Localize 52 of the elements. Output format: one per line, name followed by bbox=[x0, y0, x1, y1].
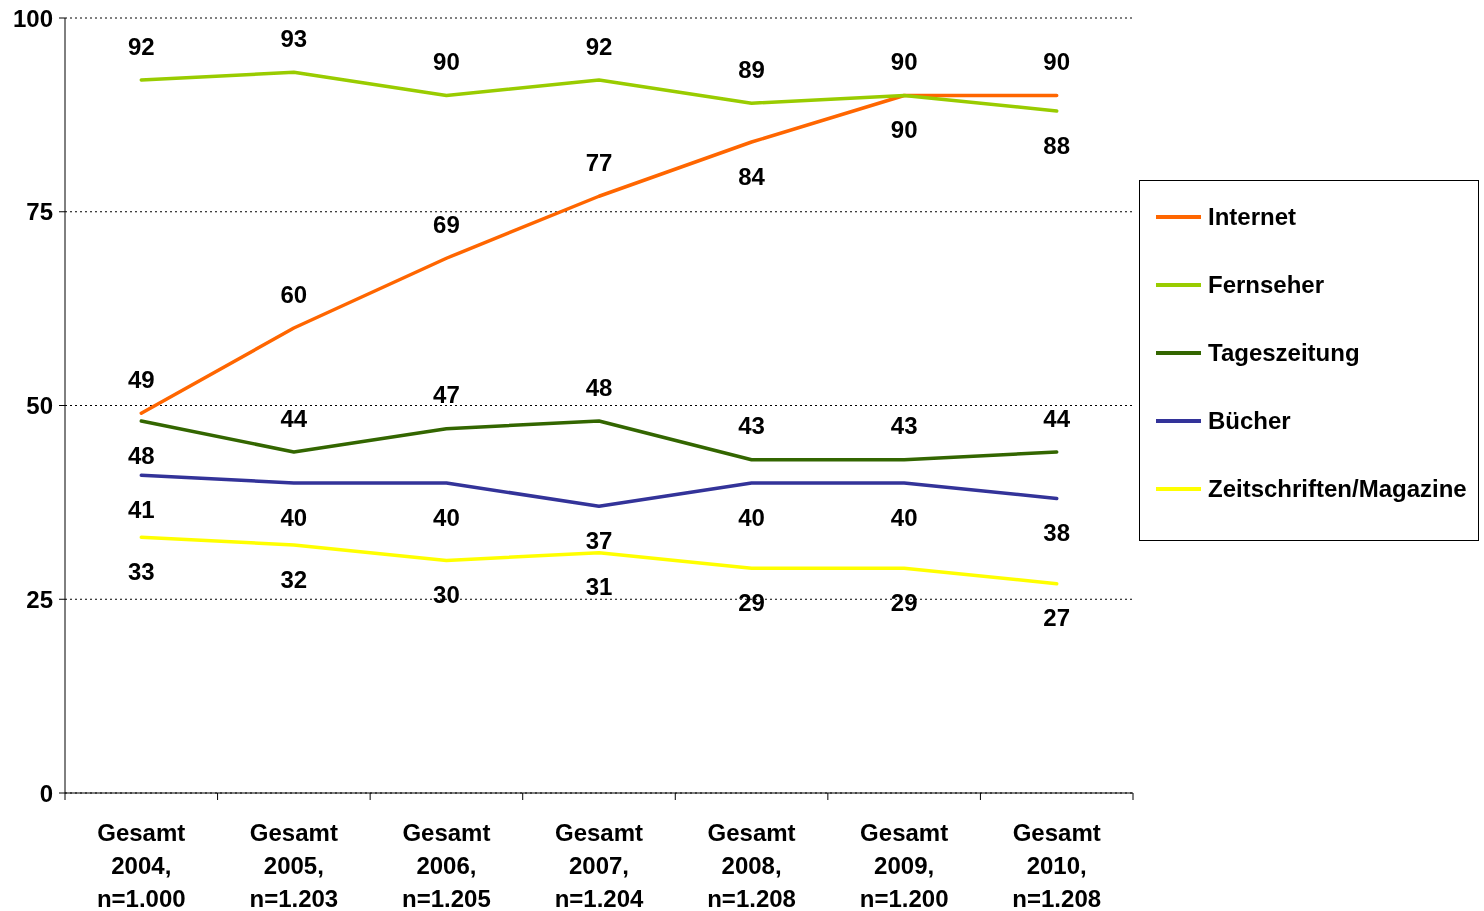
data-label: 90 bbox=[890, 48, 918, 75]
data-label: 90 bbox=[890, 116, 918, 143]
legend-label: Fernseher bbox=[1208, 271, 1325, 299]
data-label: 44 bbox=[280, 404, 308, 432]
data-label: 90 bbox=[1043, 48, 1071, 75]
y-tick-label: 75 bbox=[26, 198, 53, 226]
legend-label: Bücher bbox=[1208, 407, 1291, 435]
data-label: 44 bbox=[1043, 404, 1071, 432]
x-tick-label: Gesamt 2008, n=1.208 bbox=[707, 819, 796, 911]
data-label: 40 bbox=[280, 503, 308, 531]
data-label: 77 bbox=[585, 148, 613, 176]
data-label: 30 bbox=[433, 581, 460, 608]
data-label: 41 bbox=[127, 495, 155, 523]
y-tick-label: 25 bbox=[26, 585, 53, 613]
data-label: 48 bbox=[127, 441, 155, 469]
data-label: 49 bbox=[127, 365, 155, 393]
data-label: 33 bbox=[127, 557, 155, 585]
y-tick-label: 100 bbox=[12, 4, 53, 32]
x-tick-label: Gesamt 2007, n=1.204 bbox=[554, 819, 645, 911]
x-tick-label: Gesamt 2010, n=1.208 bbox=[1012, 819, 1102, 911]
x-tick-label: Gesamt 2004, n=1.000 bbox=[96, 819, 186, 911]
data-label: 43 bbox=[890, 412, 918, 440]
data-label: 43 bbox=[738, 412, 765, 440]
data-label: 29 bbox=[738, 588, 765, 616]
data-label: 90 bbox=[433, 48, 460, 75]
data-label: 84 bbox=[738, 162, 766, 190]
x-tick-label: Gesamt 2009, n=1.200 bbox=[859, 819, 949, 911]
data-label: 89 bbox=[738, 55, 765, 83]
data-label: 31 bbox=[585, 573, 613, 601]
data-label: 92 bbox=[585, 32, 613, 60]
data-label: 29 bbox=[890, 588, 918, 616]
data-label: 93 bbox=[280, 24, 308, 52]
legend-label: Tageszeitung bbox=[1208, 339, 1360, 367]
data-label: 38 bbox=[1043, 519, 1071, 546]
data-label: 40 bbox=[890, 503, 918, 531]
data-label: 92 bbox=[127, 32, 155, 60]
data-label: 37 bbox=[585, 526, 613, 554]
data-label: 40 bbox=[433, 503, 460, 531]
y-tick-label: 0 bbox=[39, 779, 53, 807]
legend-label: Internet bbox=[1208, 203, 1297, 231]
data-label: 48 bbox=[585, 373, 613, 401]
data-label: 32 bbox=[280, 565, 308, 593]
x-tick-label: Gesamt 2005, n=1.203 bbox=[249, 819, 339, 911]
data-label: 27 bbox=[1043, 604, 1071, 632]
data-label: 69 bbox=[433, 210, 460, 238]
data-label: 88 bbox=[1043, 131, 1071, 159]
data-label: 60 bbox=[280, 280, 308, 308]
data-label: 40 bbox=[738, 503, 765, 531]
x-tick-label: Gesamt 2006, n=1.205 bbox=[402, 819, 491, 911]
legend-label: Zeitschriften/Magazine bbox=[1208, 475, 1467, 503]
data-label: 47 bbox=[433, 381, 460, 409]
y-tick-label: 50 bbox=[26, 392, 53, 420]
